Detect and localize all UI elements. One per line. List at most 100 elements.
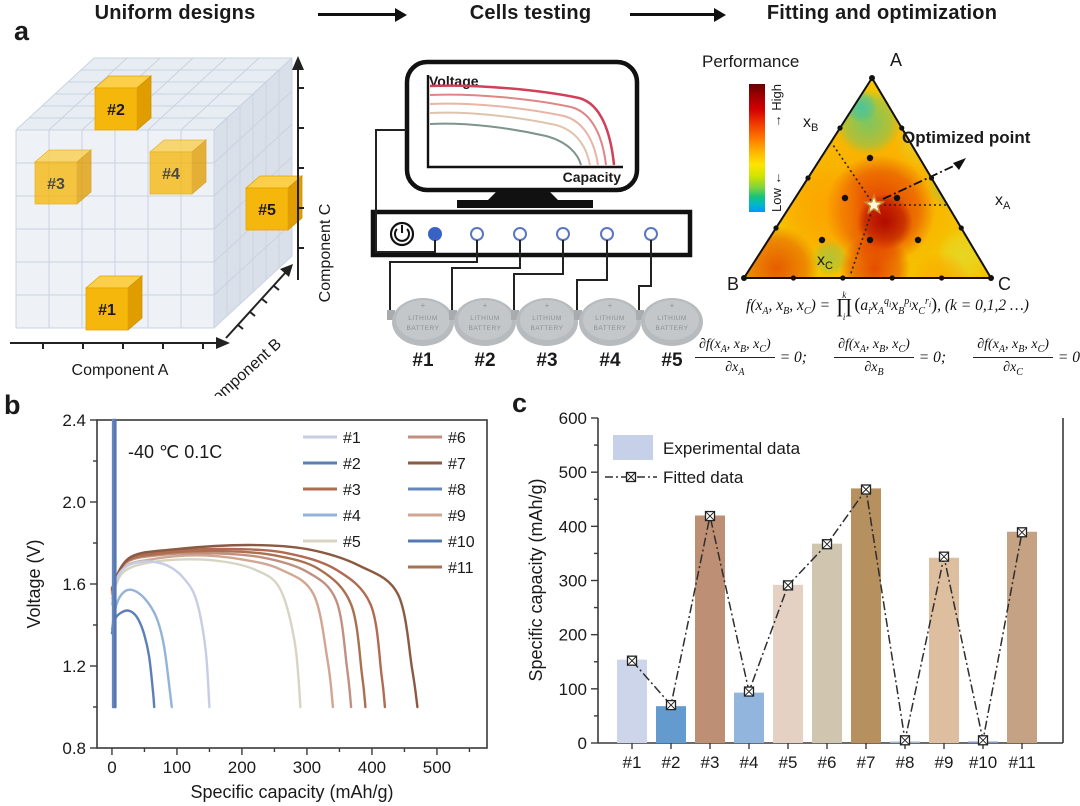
bar-#1 bbox=[617, 659, 647, 743]
curve-#5 bbox=[110, 558, 302, 709]
svg-text:2.0: 2.0 bbox=[62, 493, 86, 512]
curve-legend: #1 #2 #3 #4 #5 #6 #7 #8 #9 #10 #11 bbox=[303, 430, 475, 577]
screen-curve bbox=[429, 122, 582, 166]
svg-text:#9: #9 bbox=[935, 753, 954, 772]
bar-#4 bbox=[734, 692, 764, 743]
corner-a-label: A bbox=[890, 50, 903, 70]
wires bbox=[375, 129, 652, 312]
channel-indicator bbox=[600, 227, 614, 241]
svg-text:#8: #8 bbox=[896, 753, 915, 772]
fitted-markers bbox=[626, 484, 1028, 746]
step-title-uniform-designs: Uniform designs bbox=[94, 2, 256, 24]
partial-eq-a: ∂f(xA, xB, xC) ∂xA = 0; bbox=[695, 336, 807, 380]
coin-cell-battery: + LITHIUM BATTERY bbox=[511, 298, 578, 346]
svg-text:LITHIUM: LITHIUM bbox=[657, 315, 687, 322]
cell-label: #5 bbox=[661, 350, 683, 371]
axis-ticks bbox=[90, 419, 471, 755]
svg-text:LITHIUM: LITHIUM bbox=[595, 315, 625, 322]
capacity-bars bbox=[617, 488, 1037, 743]
coin-cell-battery: + LITHIUM BATTERY bbox=[636, 298, 703, 346]
svg-text:BATTERY: BATTERY bbox=[469, 325, 502, 332]
panel-c-label: c bbox=[512, 388, 528, 418]
svg-text:#4: #4 bbox=[740, 753, 759, 772]
svg-text:400: 400 bbox=[559, 517, 587, 536]
svg-text:LITHIUM: LITHIUM bbox=[408, 315, 438, 322]
curve-#4 bbox=[110, 588, 173, 709]
condition-annotation: -40 ℃ 0.1C bbox=[128, 442, 222, 462]
x-axis-title: Specific capacity (mAh/g) bbox=[190, 782, 393, 802]
axis-ticks bbox=[591, 417, 1023, 749]
svg-text:200: 200 bbox=[228, 758, 256, 777]
xc-axis-label: xC bbox=[817, 252, 833, 273]
svg-text:400: 400 bbox=[358, 758, 386, 777]
svg-text:#4: #4 bbox=[343, 508, 361, 525]
screen-curve bbox=[429, 102, 599, 166]
coin-cell-battery: + LITHIUM BATTERY bbox=[387, 298, 454, 346]
guide-lines bbox=[830, 141, 948, 277]
svg-text:LITHIUM: LITHIUM bbox=[470, 315, 500, 322]
svg-text:+: + bbox=[608, 301, 613, 310]
curve-#2 bbox=[110, 609, 156, 709]
svg-text:#6: #6 bbox=[818, 753, 837, 772]
svg-text:Capacity: Capacity bbox=[563, 169, 622, 185]
svg-text:BATTERY: BATTERY bbox=[594, 325, 627, 332]
flow-arrow-icon bbox=[630, 7, 726, 22]
svg-text:#2: #2 bbox=[343, 456, 361, 473]
svg-text:0: 0 bbox=[107, 758, 116, 777]
svg-text:#4: #4 bbox=[162, 166, 180, 183]
sample-points bbox=[741, 75, 994, 281]
svg-text:#3: #3 bbox=[343, 482, 361, 499]
svg-text:#11: #11 bbox=[1008, 753, 1035, 772]
svg-text:100: 100 bbox=[163, 758, 191, 777]
performance-colorbar bbox=[749, 84, 765, 212]
cell-label: #3 bbox=[536, 350, 557, 371]
svg-text:#6: #6 bbox=[448, 430, 466, 447]
svg-text:Component A: Component A bbox=[72, 362, 169, 379]
performance-heatmap bbox=[744, 78, 991, 278]
svg-text:0: 0 bbox=[578, 734, 587, 753]
svg-text:1.2: 1.2 bbox=[62, 657, 86, 676]
optimized-point-star bbox=[862, 193, 886, 215]
bar-#3 bbox=[695, 515, 725, 743]
channel-indicator bbox=[428, 227, 442, 241]
coin-cell-battery: + LITHIUM BATTERY bbox=[449, 298, 516, 346]
bar-#11 bbox=[1007, 531, 1037, 743]
svg-text:#11: #11 bbox=[448, 560, 474, 577]
uniform-design-lattice: #1 #2 #3 #4 #5 Component A Component C Componen… bbox=[10, 56, 334, 396]
svg-text:Fitted data: Fitted data bbox=[663, 468, 744, 487]
panel-b-label: b bbox=[4, 390, 21, 420]
channel-indicator bbox=[644, 227, 658, 241]
svg-text:BATTERY: BATTERY bbox=[656, 325, 689, 332]
curve-#3 bbox=[110, 547, 387, 709]
channel-indicator bbox=[556, 227, 570, 241]
sample-cube: #1 bbox=[84, 275, 144, 331]
bar-#7 bbox=[851, 488, 881, 743]
curve-#11 bbox=[110, 549, 367, 709]
partial-eq-c: ∂f(xA, xB, xC) ∂xC = 0 bbox=[973, 336, 1080, 380]
svg-text:Component B: Component B bbox=[201, 336, 285, 396]
colorbar-title: Performance bbox=[702, 52, 800, 71]
svg-text:#7: #7 bbox=[857, 753, 876, 772]
xb-axis-label: xB bbox=[803, 114, 819, 135]
optimized-point-arrow bbox=[882, 163, 959, 200]
curve-#1 bbox=[110, 560, 211, 709]
svg-text:#1: #1 bbox=[343, 430, 361, 447]
svg-text:#10: #10 bbox=[448, 534, 475, 551]
sample-cube: #4 bbox=[148, 139, 208, 195]
svg-text:#10: #10 bbox=[969, 753, 997, 772]
channel-indicator bbox=[470, 227, 484, 241]
svg-text:0.8: 0.8 bbox=[62, 739, 86, 758]
corner-b-label: B bbox=[727, 274, 740, 294]
curve-#7 bbox=[110, 543, 419, 709]
svg-text:#9: #9 bbox=[448, 508, 466, 525]
svg-text:+: + bbox=[483, 301, 488, 310]
svg-text:#1: #1 bbox=[98, 302, 116, 319]
sample-cube: #5 bbox=[244, 175, 304, 231]
sample-cube: #2 bbox=[93, 75, 153, 131]
svg-text:+: + bbox=[421, 301, 426, 310]
step-title-cells-testing: Cells testing bbox=[469, 2, 592, 24]
design-axes bbox=[10, 56, 304, 349]
channel-indicator bbox=[513, 227, 527, 241]
